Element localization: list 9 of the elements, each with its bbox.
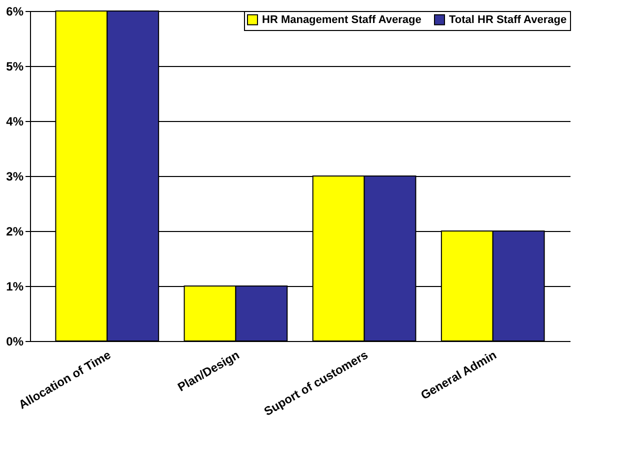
legend-label: Total HR Staff Average xyxy=(449,14,567,26)
y-tick-label: 5% xyxy=(6,60,24,74)
legend-label: HR Management Staff Average xyxy=(262,14,422,26)
y-tick-label: 2% xyxy=(6,224,24,238)
y-tick-label: 6% xyxy=(6,4,24,18)
y-tick-label: 3% xyxy=(6,170,24,184)
y-tick-label: 1% xyxy=(6,280,24,294)
y-tick-label: 4% xyxy=(6,114,24,128)
y-tick-label: 0% xyxy=(6,334,24,348)
